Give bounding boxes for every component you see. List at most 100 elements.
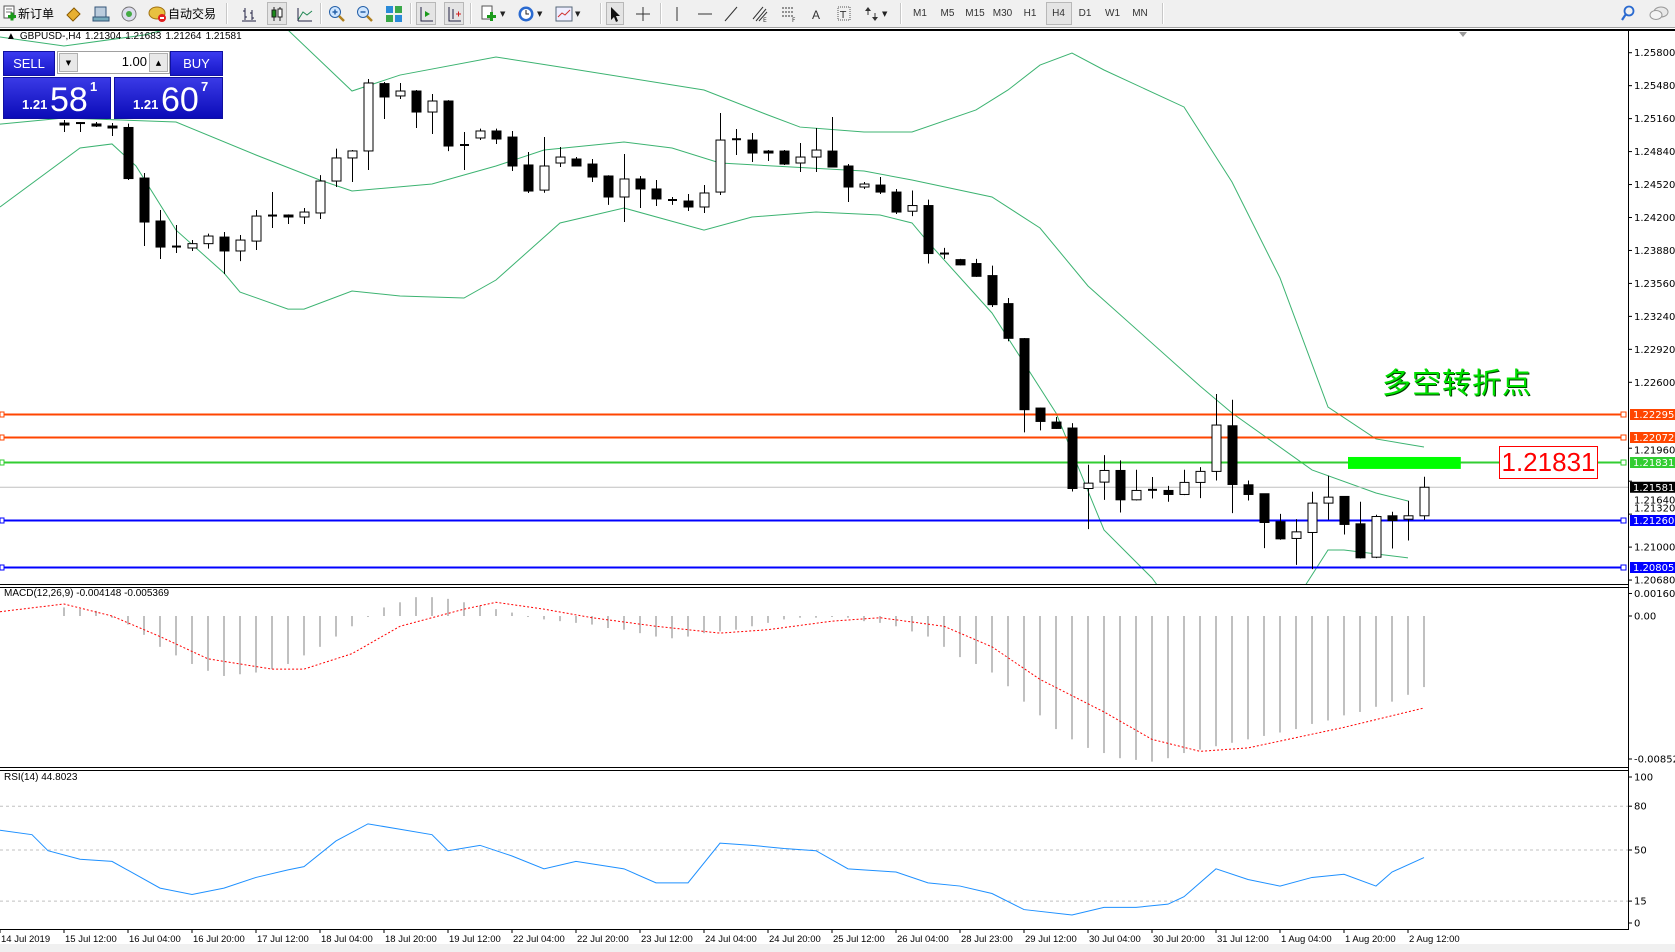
price-axis-label: 1.25480 <box>1634 81 1675 92</box>
candle-body <box>235 239 246 252</box>
macd-histogram-bar <box>1231 616 1233 743</box>
zoom-out-icon <box>357 5 373 22</box>
macd-axis-label: 0.001607 <box>1634 589 1675 600</box>
candle-body <box>651 188 662 200</box>
candle <box>299 208 310 224</box>
candle <box>955 258 966 266</box>
candle <box>715 112 726 196</box>
line-chart-button[interactable] <box>296 3 314 24</box>
main-chart-area <box>0 31 1628 584</box>
buy-price-block[interactable]: 1.21 60 7 <box>114 77 223 119</box>
time-axis-label: 26 Jul 04:00 <box>897 934 949 945</box>
macd-histogram-bar <box>959 616 961 658</box>
buy-price-big: 60 <box>161 81 199 119</box>
horizontal-line-icon <box>698 13 712 14</box>
macd-histogram-bar <box>991 616 993 673</box>
candle <box>732 129 741 155</box>
macd-histogram-bar <box>815 616 817 618</box>
candle <box>91 122 102 127</box>
lot-size-field[interactable]: ▼ 1.00 ▲ <box>57 51 170 74</box>
text-button[interactable]: A <box>810 3 824 24</box>
zoom-out-button[interactable] <box>356 3 374 24</box>
arrows-button[interactable]: ▼ <box>864 3 887 24</box>
metaeditor-button[interactable] <box>64 3 82 24</box>
autoscroll-button[interactable] <box>444 2 464 25</box>
bid-price-tag: 1.21581 <box>1633 483 1674 494</box>
search-icon <box>1621 5 1635 21</box>
lot-increase-button[interactable]: ▲ <box>149 53 168 72</box>
bar-chart-icon <box>242 7 256 21</box>
candle <box>523 151 534 193</box>
lot-size-value[interactable]: 1.00 <box>121 54 147 69</box>
lot-decrease-button[interactable]: ▼ <box>59 53 78 72</box>
new-order-button[interactable]: 新订单 <box>2 3 54 24</box>
sell-button[interactable]: SELL <box>3 51 55 76</box>
timeframe-d1[interactable]: D1 <box>1078 8 1092 19</box>
candle-body <box>491 130 502 140</box>
timeframe-w1[interactable]: W1 <box>1105 8 1120 19</box>
macd-histogram-bar <box>1327 616 1329 721</box>
signals-button[interactable] <box>120 3 138 24</box>
timeframe-m1[interactable]: M1 <box>913 8 927 19</box>
macd-histogram-bar <box>1087 616 1089 748</box>
candle-body <box>587 163 598 178</box>
candlestick-button[interactable] <box>267 2 287 25</box>
cursor-button[interactable] <box>606 2 624 25</box>
zoom-in-button[interactable] <box>328 3 346 24</box>
text-label-button[interactable]: T <box>836 3 852 24</box>
annotation-price-label[interactable]: 1.21831 <box>1499 446 1598 479</box>
price-axis-label: 1.21640 <box>1634 495 1675 506</box>
periods-button[interactable]: ▼ <box>517 3 542 24</box>
chat-button[interactable] <box>1648 3 1670 24</box>
buy-button[interactable]: BUY <box>170 51 223 76</box>
vertical-line-button[interactable] <box>670 3 684 24</box>
chart-shift-button[interactable] <box>416 2 436 25</box>
macd-histogram-bar <box>1151 616 1153 762</box>
macd-histogram-bar <box>1343 616 1345 716</box>
indicators-button[interactable]: ▼ <box>480 3 505 24</box>
candle <box>668 197 677 205</box>
macd-histogram-bar <box>415 597 417 616</box>
macd-histogram-bar <box>1295 616 1297 730</box>
sell-price-block[interactable]: 1.21 58 1 <box>3 77 111 119</box>
crosshair-button[interactable] <box>635 3 651 24</box>
bar-chart-button[interactable] <box>240 3 258 24</box>
level-price-tag-bg <box>1630 562 1675 573</box>
price-axis-label: 1.25160 <box>1634 114 1675 125</box>
trendline-button[interactable] <box>723 3 739 24</box>
templates-button[interactable]: ▼ <box>555 3 580 24</box>
search-button[interactable] <box>1620 3 1636 24</box>
timeframe-m5[interactable]: M5 <box>940 8 955 19</box>
candle <box>219 232 230 275</box>
candle-body <box>747 139 758 154</box>
candle-body <box>1051 421 1062 429</box>
tile-windows-button[interactable] <box>385 3 403 24</box>
auto-trading-button[interactable]: 自动交易 <box>148 3 216 24</box>
candle <box>1275 513 1286 540</box>
candle-body <box>1083 482 1094 489</box>
timeframe-h1[interactable]: H1 <box>1023 8 1037 19</box>
macd-histogram-bar <box>1039 616 1041 716</box>
macd-histogram-bar <box>639 616 641 634</box>
equidistant-channel-button[interactable]: E <box>751 3 769 24</box>
timeframe-h4[interactable]: H4 <box>1045 2 1072 25</box>
candle-body <box>827 150 838 168</box>
candle <box>331 148 342 188</box>
annotation-text[interactable]: 多空转折点 <box>1382 366 1533 400</box>
bid-price-tag-bg <box>1630 481 1675 493</box>
high-value: 1.21683 <box>125 31 162 42</box>
macd-histogram-bar <box>479 605 481 616</box>
navigator-button[interactable] <box>92 3 110 24</box>
timeframe-mn[interactable]: MN <box>1132 8 1148 19</box>
timeframe-m30[interactable]: M30 <box>992 8 1013 19</box>
fibonacci-button[interactable]: F <box>780 3 798 24</box>
rsi-area <box>0 805 1628 916</box>
candle-body <box>1307 502 1318 533</box>
toolbar: 新订单 自动交易 ▼ ▼ ▼ E F A T ▼ M1 M5 M15 M30 H1 H4 D… <box>0 0 1675 28</box>
collapse-triangle-icon[interactable]: ▲ <box>6 31 16 42</box>
macd-histogram-bar <box>1247 616 1249 740</box>
macd-histogram-bar <box>63 607 65 616</box>
horizontal-line-button[interactable] <box>697 3 713 24</box>
timeframe-m15[interactable]: M15 <box>965 8 985 19</box>
